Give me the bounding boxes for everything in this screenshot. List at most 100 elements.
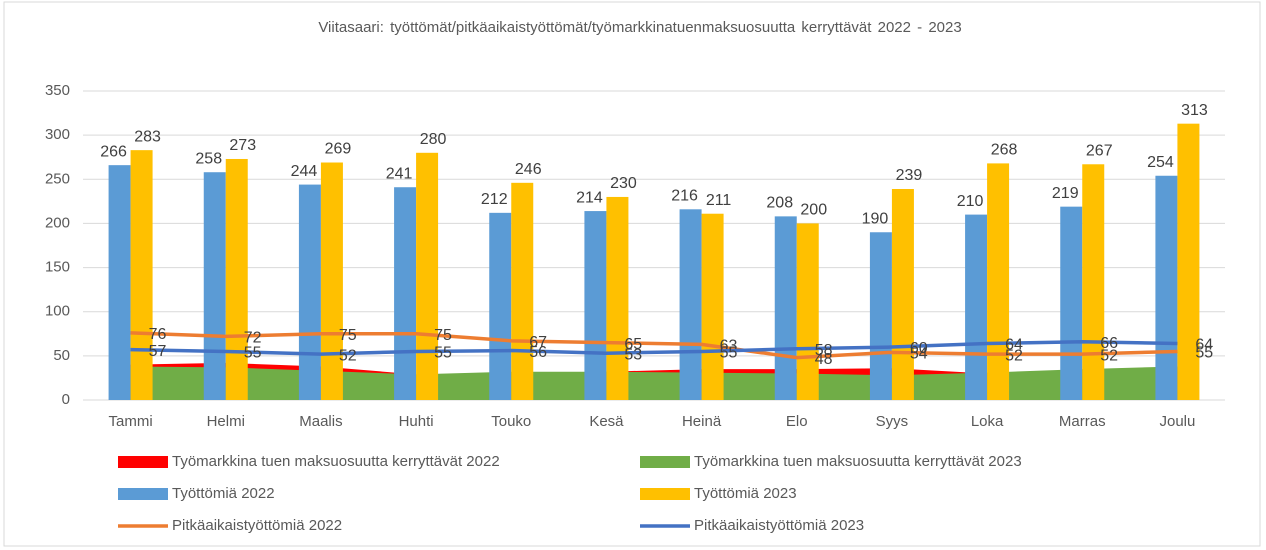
bar: [108, 165, 131, 400]
bar: [796, 223, 819, 400]
data-label: 200: [800, 202, 827, 219]
data-label: 208: [766, 195, 793, 212]
legend-swatch: [640, 456, 690, 468]
x-tick-label: Tammi: [108, 413, 152, 430]
x-tick-label: Joulu: [1159, 413, 1195, 430]
data-label: 190: [862, 210, 889, 227]
data-label: 280: [420, 131, 447, 148]
data-label: 75: [339, 327, 357, 344]
bar: [701, 213, 724, 400]
area: [130, 366, 1178, 400]
data-label: 55: [434, 345, 452, 362]
chart-title: Viitasaari: työttömät/pitkäaikaistyöttöm…: [318, 19, 962, 36]
y-tick-label: 150: [45, 259, 70, 276]
bar: [130, 150, 153, 400]
x-tick-label: Loka: [971, 413, 1004, 430]
bar: [891, 188, 914, 400]
data-label: 72: [244, 330, 262, 347]
x-tick-label: Syys: [876, 413, 909, 430]
legend-label: Työttömiä 2022: [172, 485, 275, 502]
title-box: Viitasaari: työttömät/pitkäaikaistyöttöm…: [318, 19, 962, 36]
legend-label: Työttömiä 2023: [694, 485, 797, 502]
bar: [774, 216, 797, 400]
x-tick-label: Helmi: [207, 413, 245, 430]
x-tick-label: Kesä: [589, 413, 624, 430]
legend-label: Työmarkkina tuen maksuosuutta kerryttävä…: [694, 453, 1022, 470]
data-label: 55: [720, 345, 738, 362]
x-tick-label: Touko: [491, 413, 531, 430]
data-label: 48: [815, 351, 833, 368]
bar: [298, 184, 321, 400]
bar: [606, 196, 629, 400]
bar: [511, 182, 534, 400]
legend-swatch: [118, 456, 168, 468]
bar: [679, 209, 702, 400]
data-label: 283: [134, 128, 161, 145]
data-label: 60: [910, 340, 928, 357]
bar: [965, 214, 988, 400]
bar: [1177, 123, 1200, 400]
bar: [203, 172, 226, 400]
data-label: 266: [100, 143, 127, 160]
data-label: 53: [624, 346, 642, 363]
data-label: 75: [434, 327, 452, 344]
x-tick-label: Maalis: [299, 413, 342, 430]
y-tick-label: 50: [53, 347, 70, 364]
bar: [225, 158, 248, 400]
x-tick-label: Elo: [786, 413, 808, 430]
data-label: 56: [529, 344, 547, 361]
data-label: 55: [1195, 345, 1213, 362]
data-label: 267: [1086, 142, 1113, 159]
data-label: 52: [1100, 347, 1118, 364]
data-label: 212: [481, 191, 508, 208]
data-label: 214: [576, 189, 603, 206]
data-label: 230: [610, 175, 637, 192]
data-label: 64: [1195, 337, 1213, 354]
x-tick-label: Heinä: [682, 413, 722, 430]
data-label: 67: [529, 334, 547, 351]
y-tick-label: 350: [45, 82, 70, 99]
data-label: 52: [339, 347, 357, 364]
line: [130, 339, 1178, 356]
y-tick-label: 0: [62, 391, 70, 408]
legend-swatch: [118, 488, 168, 500]
data-label: 211: [706, 192, 732, 209]
x-tick-label: Marras: [1059, 413, 1106, 430]
data-label: 210: [957, 193, 984, 210]
bar: [320, 162, 343, 400]
legend-label: Pitkäaikaistyöttömiä 2023: [694, 517, 864, 534]
x-tick-label: Huhti: [399, 413, 434, 430]
line: [130, 331, 1178, 360]
data-label: 268: [991, 142, 1018, 159]
data-label: 269: [325, 141, 352, 158]
legend-label: Työmarkkina tuen maksuosuutta kerryttävä…: [172, 453, 500, 470]
data-label: 216: [671, 188, 698, 205]
bar: [584, 211, 607, 400]
bar: [1155, 175, 1178, 400]
bar: [1060, 206, 1083, 400]
data-label: 76: [149, 326, 167, 343]
y-tick-label: 250: [45, 170, 70, 187]
data-label: 65: [624, 336, 642, 353]
data-label: 273: [229, 137, 256, 154]
data-label: 58: [815, 342, 833, 359]
legend-label: Pitkäaikaistyöttömiä 2022: [172, 517, 342, 534]
data-label: 239: [896, 167, 923, 184]
y-tick-label: 200: [45, 214, 70, 231]
bar: [987, 163, 1010, 400]
data-label: 241: [386, 165, 413, 182]
bar: [394, 187, 417, 400]
data-label: 55: [244, 345, 262, 362]
data-label: 219: [1052, 185, 1079, 202]
data-label: 52: [1005, 347, 1023, 364]
bar: [869, 232, 892, 400]
legend-swatch: [640, 488, 690, 500]
bar: [416, 152, 439, 400]
data-label: 54: [910, 346, 928, 363]
bar: [489, 212, 512, 400]
data-label: 313: [1181, 102, 1208, 119]
data-label: 66: [1100, 335, 1118, 352]
data-label: 57: [149, 343, 167, 360]
data-label: 64: [1005, 337, 1023, 354]
